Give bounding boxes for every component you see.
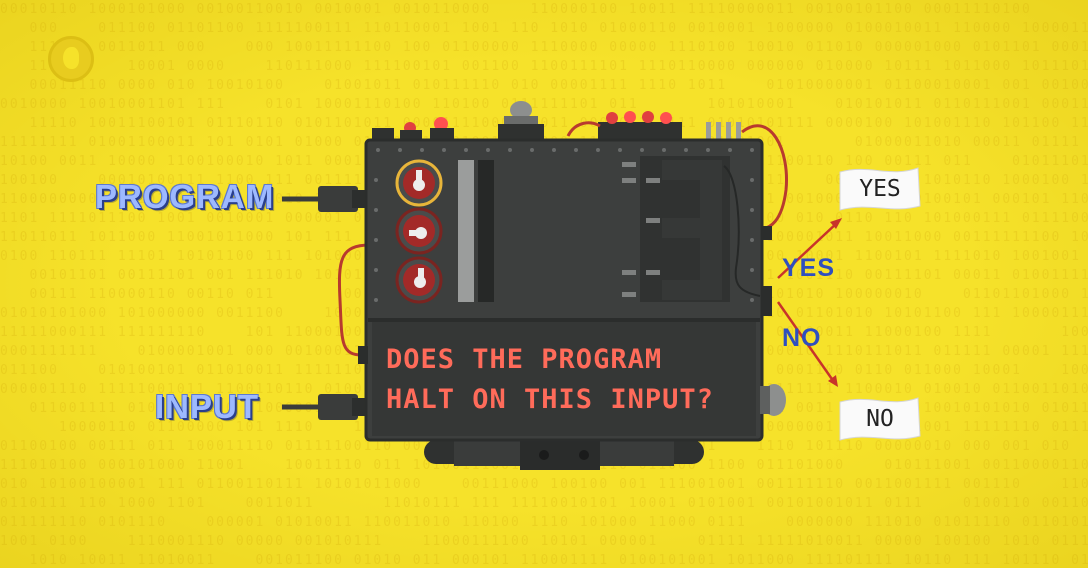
dials — [395, 159, 443, 304]
dial-icon — [395, 159, 443, 207]
question-line-2: HALT ON THIS INPUT? — [386, 384, 714, 415]
input-label: INPUT — [155, 388, 259, 425]
yes-branch-label: YES — [782, 254, 836, 282]
flag-icon — [839, 397, 921, 441]
program-label: PROGRAM — [95, 178, 275, 215]
input-cable — [282, 394, 370, 420]
no-branch-label: NO — [782, 324, 822, 352]
question-line-1: DOES THE PROGRAM — [386, 344, 663, 375]
yes-flag-text: YES — [859, 176, 901, 202]
arrow-icon — [777, 218, 842, 279]
dial-icon — [395, 256, 443, 304]
program-cable — [282, 186, 370, 212]
arrow-icon — [776, 301, 838, 387]
no-flag-text: NO — [866, 406, 894, 432]
top-components — [372, 101, 741, 142]
machine-question-text: DOES THE PROGRAM HALT ON THIS INPUT? — [386, 340, 756, 420]
pbs-logo-icon — [48, 36, 94, 82]
flag-icon — [839, 167, 921, 211]
segment-display — [622, 156, 761, 302]
dial-icon — [395, 207, 443, 255]
sliders — [458, 160, 494, 302]
